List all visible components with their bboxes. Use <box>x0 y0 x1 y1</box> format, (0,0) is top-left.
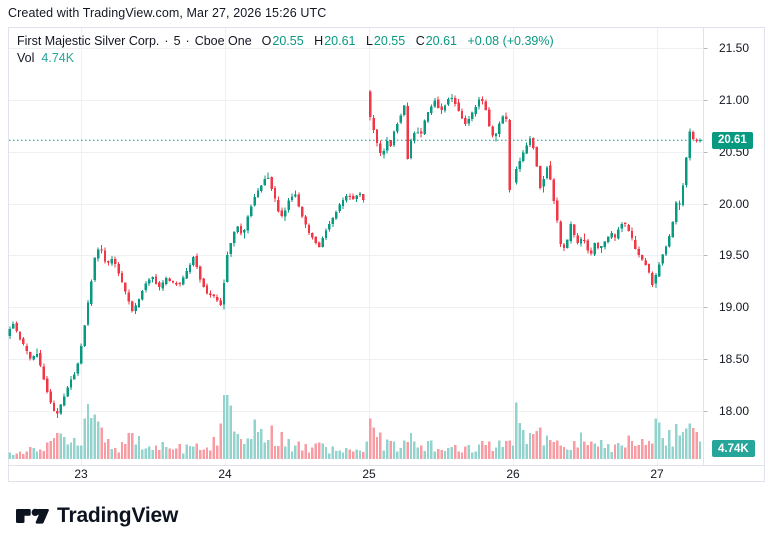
low-value: 20.55 <box>373 34 406 48</box>
price-tick-label: 20.00 <box>718 196 750 211</box>
interval-label: 5 <box>173 34 181 48</box>
volume-value: 4.74K <box>41 51 75 65</box>
symbol-legend-row: First Majestic Silver Corp. · 5 · Cboe O… <box>17 34 554 49</box>
price-tick-label: 19.50 <box>718 248 750 263</box>
created-with-caption: Created with TradingView.com, Mar 27, 20… <box>8 6 327 20</box>
high-value: 20.61 <box>324 34 356 48</box>
open-value: 20.55 <box>272 34 304 48</box>
price-tick-label: 21.00 <box>718 92 750 107</box>
volume-legend-row: Vol 4.74K <box>17 51 554 66</box>
last-price-badge: 20.61 <box>712 131 753 149</box>
time-tick-label: 23 <box>74 467 88 481</box>
separator-dot: · <box>185 34 190 48</box>
volume-badge: 4.74K <box>712 440 755 457</box>
price-tick-label: 18.00 <box>718 403 750 418</box>
open-label: O <box>261 34 272 48</box>
price-tick-label: 18.50 <box>718 352 750 367</box>
low-label: L <box>365 34 373 48</box>
close-label: C <box>415 34 425 48</box>
ohlc-values: O20.55 H20.61 L20.55 C20.61 +0.08 (+0.39… <box>262 34 554 49</box>
high-label: H <box>314 34 324 48</box>
separator-dot: · <box>164 34 169 48</box>
volume-label: Vol <box>17 51 35 65</box>
time-tick-label: 25 <box>362 467 376 481</box>
brand-name[interactable]: TradingView <box>57 504 179 527</box>
change-value: +0.08 (+0.39%) <box>467 34 554 48</box>
tradingview-logo[interactable]: TradingView <box>14 502 178 530</box>
time-tick-label: 27 <box>650 467 664 481</box>
exchange-label: Cboe One <box>194 34 252 48</box>
chart-legend: First Majestic Silver Corp. · 5 · Cboe O… <box>17 34 554 66</box>
tradingview-logo-icon[interactable] <box>14 502 50 530</box>
time-tick-label: 24 <box>218 467 232 481</box>
chart-widget-frame <box>8 27 765 482</box>
price-tick-label: 21.50 <box>718 41 750 55</box>
price-tick-label: 19.00 <box>718 300 750 315</box>
time-tick-label: 26 <box>506 467 520 481</box>
symbol-title: First Majestic Silver Corp. <box>17 34 160 48</box>
close-value: 20.61 <box>425 34 457 48</box>
